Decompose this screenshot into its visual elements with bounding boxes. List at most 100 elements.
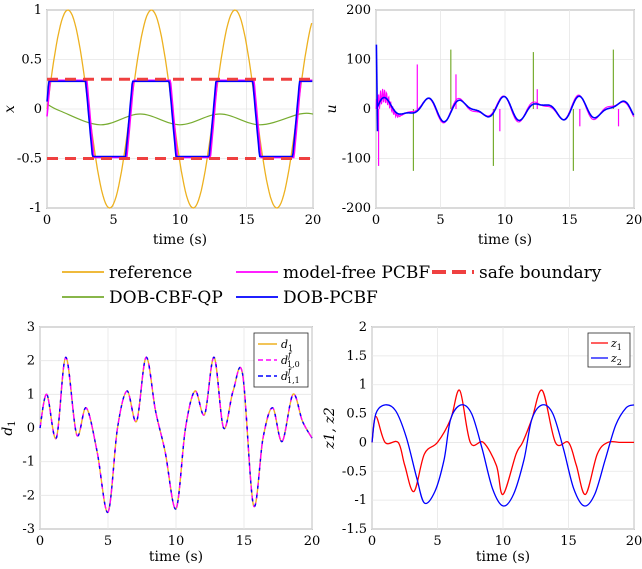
d1-legend-label-d10-sup: f (287, 351, 293, 360)
x-plot-grid (46, 9, 314, 209)
d1-legend-label-d11-base: d (281, 370, 288, 383)
x-plot-ylabel: x (2, 105, 18, 113)
d-ytick-4: -1 (22, 455, 35, 470)
d1-plot-series (39, 356, 313, 513)
u-xtick-0: 0 (372, 213, 380, 228)
x-xtick-2: 10 (172, 213, 189, 228)
z-ytick-2: 1 (359, 378, 367, 393)
z-ytick-4: 0 (359, 435, 367, 450)
z-series-z1 (371, 389, 634, 496)
d1-legend-label-d11-sub: 1,1 (287, 376, 300, 385)
z-legend-label-z1-base: z (610, 337, 617, 350)
d1-legend-label-d10: df 1,0 (281, 351, 300, 369)
legend-label-safe: safe boundary (479, 263, 602, 283)
x-plot-ticks: 0 5 10 15 20 1 0.5 0 -0.5 -1 (17, 3, 321, 228)
legend-label-model-free: model-free PCBF (283, 263, 430, 283)
legend-label-dob-pcbf: DOB-PCBF (283, 288, 378, 308)
d1-plot-xlabel: time (s) (149, 549, 203, 565)
z-xtick-1: 5 (433, 534, 441, 549)
x-ytick-2: 0 (34, 102, 42, 117)
d1-legend-label-d1-sub: 1 (288, 344, 293, 353)
x-ytick-3: -0.5 (17, 152, 42, 167)
legend-label-dob-cbf: DOB-CBF-QP (109, 288, 223, 308)
x-series-dob-cbf (46, 103, 314, 126)
z-ytick-5: -0.5 (342, 464, 367, 479)
d-ytick-0: 3 (27, 320, 35, 335)
x-ytick-4: -1 (29, 201, 42, 216)
d1-plot-ylabel: d1 (0, 420, 18, 435)
u-pcbf-initial-spike (375, 44, 379, 132)
d1-legend-label-d10-base: d (281, 354, 288, 367)
d-ytick-3: 0 (27, 421, 35, 436)
u-ytick-3: -100 (342, 152, 371, 167)
d-ytick-2: 1 (27, 387, 35, 402)
d-xtick-4: 20 (304, 534, 321, 549)
x-xtick-0: 0 (43, 213, 51, 228)
z-legend-box (587, 332, 631, 368)
d-ytick-1: 2 (27, 354, 35, 369)
u-xtick-3: 15 (561, 213, 578, 228)
z-xtick-3: 15 (560, 534, 577, 549)
d1-plot-ylabel-sub: 1 (7, 420, 18, 426)
z-legend-label-z1-sub: 1 (617, 343, 622, 352)
z-plot-legend: z1 z2 (587, 332, 631, 368)
z-xtick-4: 20 (626, 534, 642, 549)
x-xtick-3: 15 (238, 213, 255, 228)
z-plot-xlabel: time (s) (476, 549, 530, 565)
d1-plot-ylabel-base: d (0, 427, 16, 436)
x-xtick-1: 5 (109, 213, 117, 228)
z-legend-label-z2-sub: 2 (617, 358, 622, 367)
legend-label-reference: reference (109, 263, 192, 283)
d1-legend-label-d11-sup: f (287, 367, 293, 376)
u-plot-ticks: 0 5 10 15 20 200 100 0 -100 -200 (342, 3, 642, 228)
u-ytick-2: 0 (363, 102, 371, 117)
u-xtick-2: 10 (497, 213, 514, 228)
x-plot-series (46, 9, 314, 209)
u-plot-ylabel: u (324, 104, 340, 113)
z-ytick-0: 2 (359, 320, 367, 335)
z-series-z2 (371, 404, 635, 507)
x-plot: 0 5 10 15 20 1 0.5 0 -0.5 -1 time (s) x (2, 3, 321, 248)
z-legend-label-z1: z1 (610, 337, 622, 352)
main-legend: reference model-free PCBF safe boundary … (62, 263, 602, 308)
z-xtick-2: 10 (495, 534, 512, 549)
u-plot-grid (375, 9, 635, 209)
d-xtick-1: 5 (104, 534, 112, 549)
z-ytick-7: -1.5 (342, 522, 367, 537)
d1-series-d11 (39, 356, 313, 513)
z-plot-grid (371, 326, 635, 530)
u-xtick-1: 5 (436, 213, 444, 228)
x-xtick-4: 20 (305, 213, 322, 228)
u-plot-series (375, 44, 635, 171)
d-ytick-6: -3 (22, 522, 35, 537)
z-ytick-3: 0.5 (346, 407, 367, 422)
d1-legend-label-d11: df 1,1 (281, 367, 300, 385)
u-ytick-4: -200 (342, 201, 371, 216)
d1-legend-label-d1: d1 (281, 338, 293, 353)
x-ytick-0: 1 (34, 3, 42, 18)
u-plot-xlabel: time (s) (478, 232, 532, 248)
z-ytick-6: -1 (354, 493, 367, 508)
z-plot-ticks: 0 5 10 15 20 2 1.5 1 0.5 0 -0.5 -1 -1.5 (342, 320, 642, 549)
z-xtick-0: 0 (368, 534, 376, 549)
z-plot: 0 5 10 15 20 2 1.5 1 0.5 0 -0.5 -1 -1.5 time (s) z1,… (322, 320, 642, 565)
u-ytick-1: 100 (346, 53, 371, 68)
z-plot-series (371, 389, 635, 507)
u-series-dob-pcbf (376, 95, 635, 123)
d1-plot-legend: d1 df 1,0 df 1,1 (253, 332, 309, 388)
u-plot: 0 5 10 15 20 200 100 0 -100 -200 time (s) u (324, 3, 642, 248)
d1-legend-label-d10-sub: 1,0 (287, 360, 300, 369)
d-xtick-2: 10 (168, 534, 185, 549)
z-plot-ylabel: z1, z2 (322, 407, 338, 450)
d-ytick-5: -2 (22, 488, 35, 503)
z-legend-label-z2-base: z (610, 352, 617, 365)
z-legend-label-z2: z2 (610, 352, 622, 367)
u-xtick-4: 20 (626, 213, 642, 228)
x-plot-xlabel: time (s) (153, 232, 207, 248)
x-ytick-1: 0.5 (21, 53, 42, 68)
z-ytick-1: 1.5 (346, 349, 367, 364)
x-series-dob-pcbf (46, 80, 313, 158)
